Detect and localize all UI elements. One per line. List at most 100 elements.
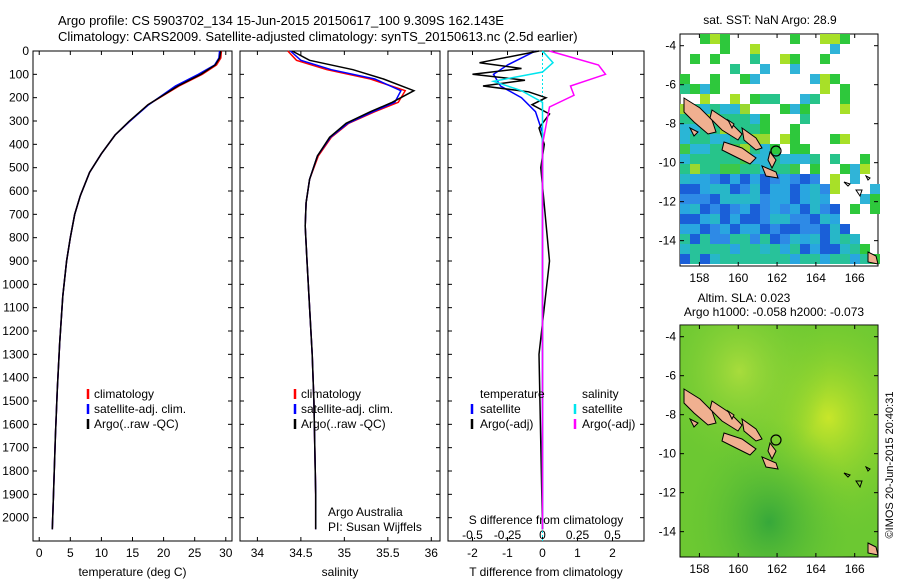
sst-map-cell	[710, 84, 720, 94]
map-island	[767, 441, 777, 461]
difference-series-argo	[472, 50, 551, 530]
sst-map-cell	[820, 54, 830, 64]
map-island	[721, 141, 757, 165]
sst-map-cell	[710, 204, 720, 214]
sst-map-cell	[770, 214, 780, 224]
depth-tick-label: 1800	[2, 464, 29, 478]
temperature-legend-label: Argo(..raw -QC)	[94, 417, 179, 431]
sst-map-cell	[790, 174, 800, 184]
depth-tick-label: 2000	[2, 511, 29, 525]
sst-map-cell	[680, 224, 690, 234]
depth-tick-label: 1900	[2, 487, 29, 501]
sst-map-cell	[730, 214, 740, 224]
diff-T-tick-label: 0	[539, 546, 546, 560]
map-lon-tick-label: 158	[689, 562, 709, 576]
diff-T-axis-label: T difference from climatology	[469, 565, 623, 579]
sst-map-cell	[790, 254, 800, 264]
sst-map-cell	[720, 204, 730, 214]
sst-map-cell	[820, 204, 830, 214]
sst-map-cell	[800, 174, 810, 184]
sst-map-cell	[680, 244, 690, 254]
salinity-legend-label: climatology	[301, 387, 361, 401]
depth-tick-label: 1000	[2, 277, 29, 291]
sst-map-cell	[710, 134, 720, 144]
sst-map-cell	[790, 214, 800, 224]
sst-map-argo-location	[770, 145, 782, 157]
temperature-x-tick-label: 20	[157, 546, 171, 560]
sst-map-cell	[870, 184, 880, 194]
diff-T-tick-label: 1	[574, 546, 581, 560]
sst-map-cell	[720, 164, 730, 174]
sst-map-cell	[760, 174, 770, 184]
salinity-series-argo	[291, 50, 416, 530]
sst-map-cell	[870, 204, 880, 214]
sst-map-cell	[710, 144, 720, 154]
depth-tick-label: 1400	[2, 371, 29, 385]
map-lon-tick-label: 158	[689, 271, 709, 285]
sst-map-cell	[750, 224, 760, 234]
sst-map-cell	[710, 174, 720, 184]
map-island	[767, 150, 777, 170]
sst-map-cell	[700, 34, 710, 44]
map-island	[867, 542, 879, 556]
sst-map-cell	[720, 174, 730, 184]
sst-map-cell	[760, 194, 770, 204]
sst-map-cell	[710, 184, 720, 194]
sst-map-cell	[730, 184, 740, 194]
sst-map-cell	[830, 234, 840, 244]
sst-map-cell	[760, 204, 770, 214]
sst-map-cell	[830, 44, 840, 54]
sst-map-cell	[810, 184, 820, 194]
sst-map-cell	[730, 164, 740, 174]
sst-map-cell	[780, 174, 790, 184]
map-lon-tick-label: 166	[845, 562, 865, 576]
sst-map-cell	[780, 234, 790, 244]
sst-map-cell	[790, 204, 800, 214]
sst-map-cell	[830, 184, 840, 194]
sst-map-cell	[840, 244, 850, 254]
sst-map-cell	[820, 84, 830, 94]
sst-map-cell	[700, 184, 710, 194]
sst-map-cell	[720, 154, 730, 164]
sst-map-cell	[780, 134, 790, 144]
diff-T-tick-label: -2	[467, 546, 478, 560]
depth-tick-label: 800	[9, 231, 29, 245]
sst-map-cell	[760, 64, 770, 74]
diff-legend-T-title: temperature	[480, 387, 545, 401]
sst-map-cell	[690, 134, 700, 144]
salinity-x-tick-label: 34.5	[289, 546, 313, 560]
sst-map-cell	[810, 94, 820, 104]
sst-map-cell	[700, 254, 710, 264]
sst-map-cell	[770, 184, 780, 194]
map-lat-tick-label: -10	[659, 447, 677, 461]
sst-map-cell	[730, 224, 740, 234]
map-island-outline	[843, 174, 871, 198]
sst-map-cell	[820, 224, 830, 234]
sst-map-cell	[740, 194, 750, 204]
sst-map-cell	[710, 254, 720, 264]
sst-map-cell	[720, 34, 730, 44]
sst-map-title: sat. SST: NaN Argo: 28.9	[703, 13, 837, 27]
sst-map-cell	[750, 184, 760, 194]
sst-map-cell	[740, 164, 750, 174]
sst-map-cell	[750, 54, 760, 64]
sst-map-cell	[730, 234, 740, 244]
temperature-x-tick-label: 5	[67, 546, 74, 560]
map-lat-tick-label: -8	[665, 408, 676, 422]
depth-tick-label: 1500	[2, 394, 29, 408]
timestamp-stamp: ©IMOS 20-Jun-2015 20:40:31	[884, 392, 896, 539]
sst-map-cell	[820, 184, 830, 194]
depth-tick-label: 700	[9, 207, 29, 221]
sst-map-cell	[750, 44, 760, 54]
sst-map-cell	[830, 244, 840, 254]
sst-map-cell	[850, 174, 860, 184]
sst-map-cell	[720, 254, 730, 264]
sst-map-cell	[840, 104, 850, 114]
sst-map-cell	[700, 94, 710, 104]
diff-legend-T-label: Argo(-adj)	[480, 417, 533, 431]
sla-map-land	[683, 388, 879, 556]
figure-title-line2: Climatology: CARS2009. Satellite-adjuste…	[58, 29, 578, 44]
sst-map-cell	[690, 184, 700, 194]
diff-legend-S-label: Argo(-adj)	[582, 417, 635, 431]
sst-map-cell	[760, 134, 770, 144]
